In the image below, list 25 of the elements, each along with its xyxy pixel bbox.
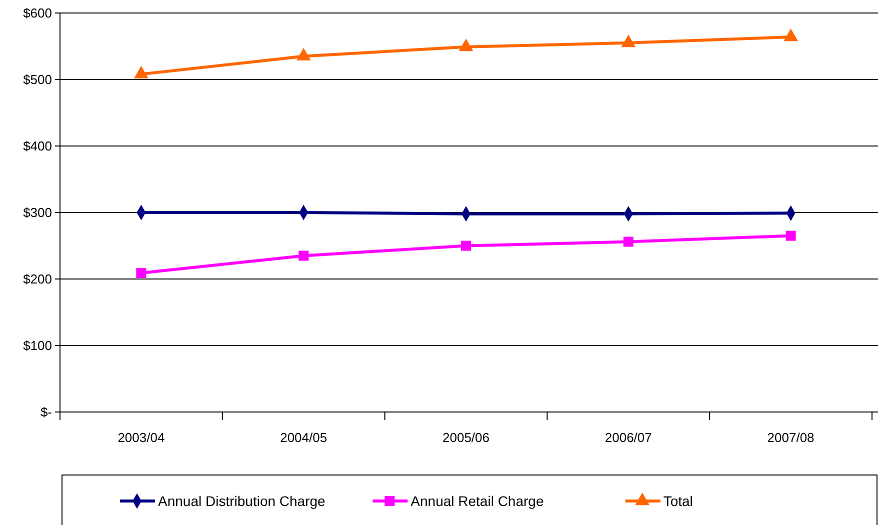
- legend-label: Annual Distribution Charge: [158, 492, 326, 509]
- y-tick-label: $500: [23, 72, 52, 88]
- y-tick-label: $300: [23, 205, 52, 220]
- y-tick-label: $200: [23, 272, 52, 287]
- point: [461, 240, 471, 251]
- legend-label: Annual Retail Charge: [410, 492, 544, 509]
- x-tick-label: 2006/07: [604, 430, 652, 445]
- point: [298, 250, 309, 261]
- point: [136, 268, 146, 278]
- point: [296, 48, 311, 60]
- point: [134, 66, 148, 78]
- point: [786, 230, 796, 241]
- legend-label: Total: [663, 492, 693, 509]
- point: [784, 28, 798, 42]
- point: [458, 38, 474, 52]
- y-tick-label: $400: [23, 138, 52, 154]
- point: [623, 236, 634, 247]
- x-tick-label: 2004/05: [280, 430, 328, 445]
- x-tick-label: 2003/04: [118, 430, 165, 445]
- y-tick-label: $100: [23, 338, 52, 354]
- y-tick-label: $-: [40, 404, 52, 420]
- x-tick-label: 2005/06: [442, 430, 490, 445]
- y-tick-label: $600: [23, 6, 52, 21]
- point: [621, 34, 636, 48]
- x-tick-label: 2007/08: [767, 430, 814, 445]
